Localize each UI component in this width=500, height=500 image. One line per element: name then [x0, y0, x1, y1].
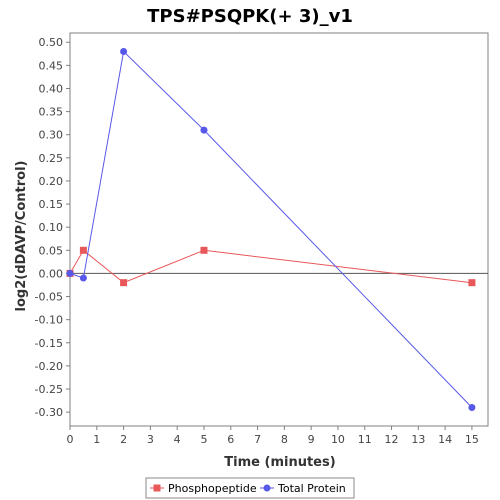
- x-axis-ticks: 0 1 2 3 4 5 6 7 8 9 10 11 12 13 14 15: [67, 426, 479, 446]
- data-point-total-protein: [79, 274, 87, 282]
- data-point-phosphopeptide: [200, 246, 208, 254]
- y-tick-label: 0.05: [39, 244, 64, 257]
- x-tick-label: 6: [227, 433, 234, 446]
- y-tick-label: -0.15: [35, 337, 63, 350]
- data-point-phosphopeptide: [79, 246, 87, 254]
- x-tick-label: 7: [254, 433, 261, 446]
- x-tick-label: 4: [174, 433, 181, 446]
- x-tick-label: 13: [411, 433, 425, 446]
- y-tick-label: 0.25: [39, 152, 64, 165]
- y-tick-label: -0.05: [35, 291, 63, 304]
- x-tick-label: 11: [358, 433, 372, 446]
- x-tick-label: 9: [308, 433, 315, 446]
- y-tick-label: 0.45: [39, 59, 64, 72]
- y-axis-label: log2(dDAVP/Control): [14, 161, 29, 312]
- x-tick-label: 5: [200, 433, 207, 446]
- y-axis-ticks: -0.30 -0.25 -0.20 -0.15 -0.10 -0.05 0.00 0.05 0.…: [35, 36, 70, 419]
- data-point-total-protein: [468, 404, 476, 412]
- y-tick-label: 0.35: [39, 106, 64, 119]
- legend: Phosphopeptide Total Protein: [145, 477, 355, 499]
- legend-marker-total-protein: [263, 484, 271, 492]
- data-point-phosphopeptide: [468, 279, 476, 287]
- x-tick-label: 15: [465, 433, 479, 446]
- y-tick-label: -0.25: [35, 383, 63, 396]
- y-tick-label: 0.40: [39, 82, 64, 95]
- y-tick-label: -0.20: [35, 360, 63, 373]
- chart-title: TPS#PSQPK(+ 3)_v1: [147, 6, 353, 27]
- x-tick-label: 14: [438, 433, 452, 446]
- y-tick-label: -0.10: [35, 314, 63, 327]
- data-point-total-protein: [120, 47, 128, 55]
- x-tick-label: 3: [147, 433, 154, 446]
- y-tick-label: -0.30: [35, 406, 63, 419]
- legend-label-phosphopeptide: Phosphopeptide: [168, 482, 257, 495]
- x-tick-label: 1: [93, 433, 100, 446]
- y-tick-label: 0.00: [39, 267, 64, 280]
- data-point-phosphopeptide: [120, 279, 128, 287]
- x-tick-label: 2: [120, 433, 127, 446]
- x-tick-label: 8: [281, 433, 288, 446]
- legend-label-total-protein: Total Protein: [277, 482, 346, 495]
- x-tick-label: 0: [67, 433, 74, 446]
- y-tick-label: 0.30: [39, 129, 64, 142]
- y-tick-label: 0.20: [39, 175, 64, 188]
- x-tick-label: 12: [385, 433, 399, 446]
- legend-marker-phosphopeptide: [153, 484, 161, 492]
- x-axis-label: Time (minutes): [224, 455, 335, 470]
- x-tick-label: 10: [331, 433, 345, 446]
- y-tick-label: 0.15: [39, 198, 64, 211]
- y-tick-label: 0.50: [39, 36, 64, 49]
- series-layer: [66, 47, 476, 412]
- data-point-total-protein: [66, 269, 74, 277]
- y-tick-label: 0.10: [39, 221, 64, 234]
- plot-area: [69, 32, 489, 427]
- legend-box: [145, 477, 355, 499]
- data-point-total-protein: [200, 126, 208, 134]
